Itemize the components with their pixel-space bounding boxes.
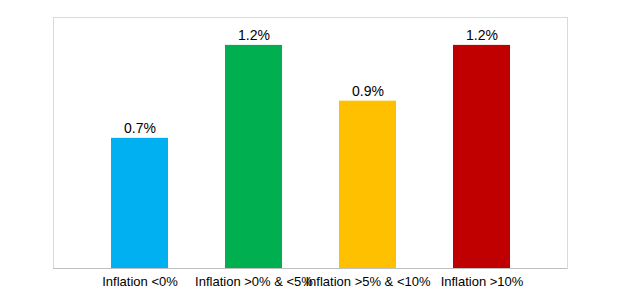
- svg-text:Inflation >10%: Inflation >10%: [441, 274, 524, 289]
- svg-text:1.2%: 1.2%: [466, 27, 498, 43]
- svg-text:0.7%: 0.7%: [124, 120, 156, 136]
- svg-text:1.2%: 1.2%: [238, 27, 270, 43]
- svg-text:0.9%: 0.9%: [352, 83, 384, 99]
- svg-text:Inflation >0% & <5%: Inflation >0% & <5%: [195, 274, 313, 289]
- svg-text:Inflation >5% & <10%: Inflation >5% & <10%: [305, 274, 430, 289]
- svg-text:Inflation <0%: Inflation <0%: [102, 274, 178, 289]
